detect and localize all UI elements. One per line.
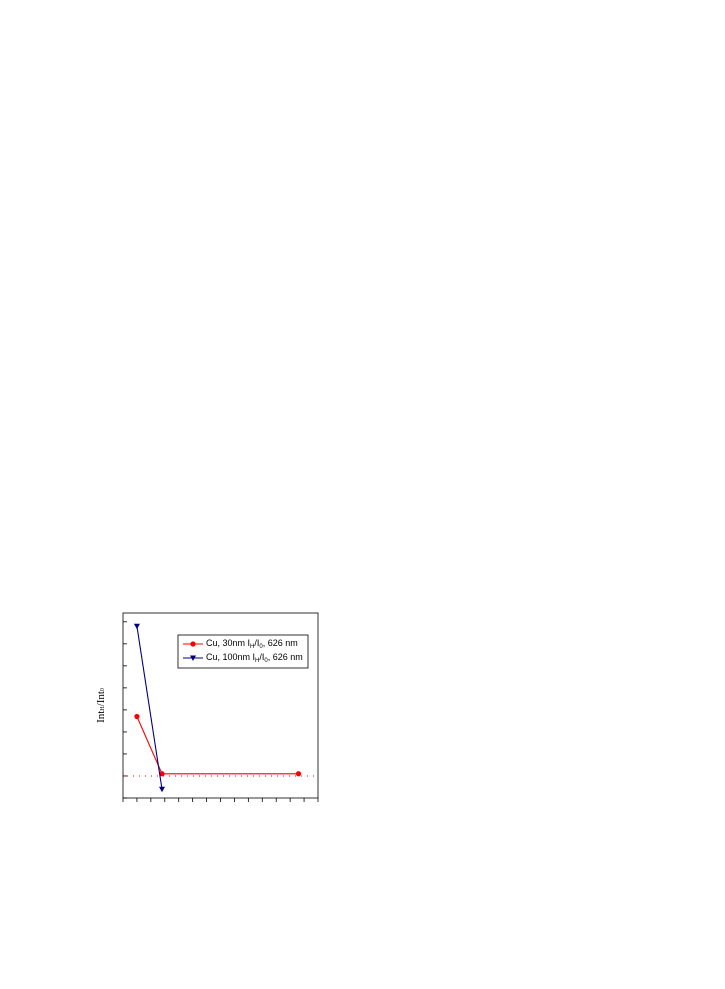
legend-box — [177, 634, 309, 669]
text-part: /Int — [95, 691, 107, 706]
subscript: H — [250, 644, 254, 650]
point — [159, 771, 165, 777]
point — [295, 771, 302, 777]
legend-marker — [190, 655, 196, 661]
legend-label: Cu, 30nm IH/I0, 626 nm — [206, 638, 298, 649]
legend-label: Cu, 100nm IH/I0, 626 nm — [206, 652, 303, 663]
subscript: H — [255, 658, 259, 664]
text-part: /I — [259, 652, 264, 662]
text-part: Cu, 100nm I — [206, 652, 255, 662]
subscript: 0 — [100, 688, 106, 691]
point — [133, 623, 140, 630]
text-part: , 626 nm — [268, 652, 303, 662]
series-line — [136, 716, 299, 775]
text-part: Int — [95, 711, 107, 723]
subscript: 0 — [264, 658, 268, 664]
y-axis-label: IntH/Int0 — [95, 688, 107, 723]
point — [159, 786, 165, 793]
subscript: H — [100, 706, 106, 711]
text-part: , 626 nm — [263, 638, 298, 648]
legend-marker — [190, 641, 196, 647]
series-line — [136, 626, 163, 790]
subscript: 0 — [259, 644, 263, 650]
text-part: /I — [254, 638, 259, 648]
text-part: Cu, 30nm I — [206, 638, 250, 648]
point — [134, 713, 140, 720]
